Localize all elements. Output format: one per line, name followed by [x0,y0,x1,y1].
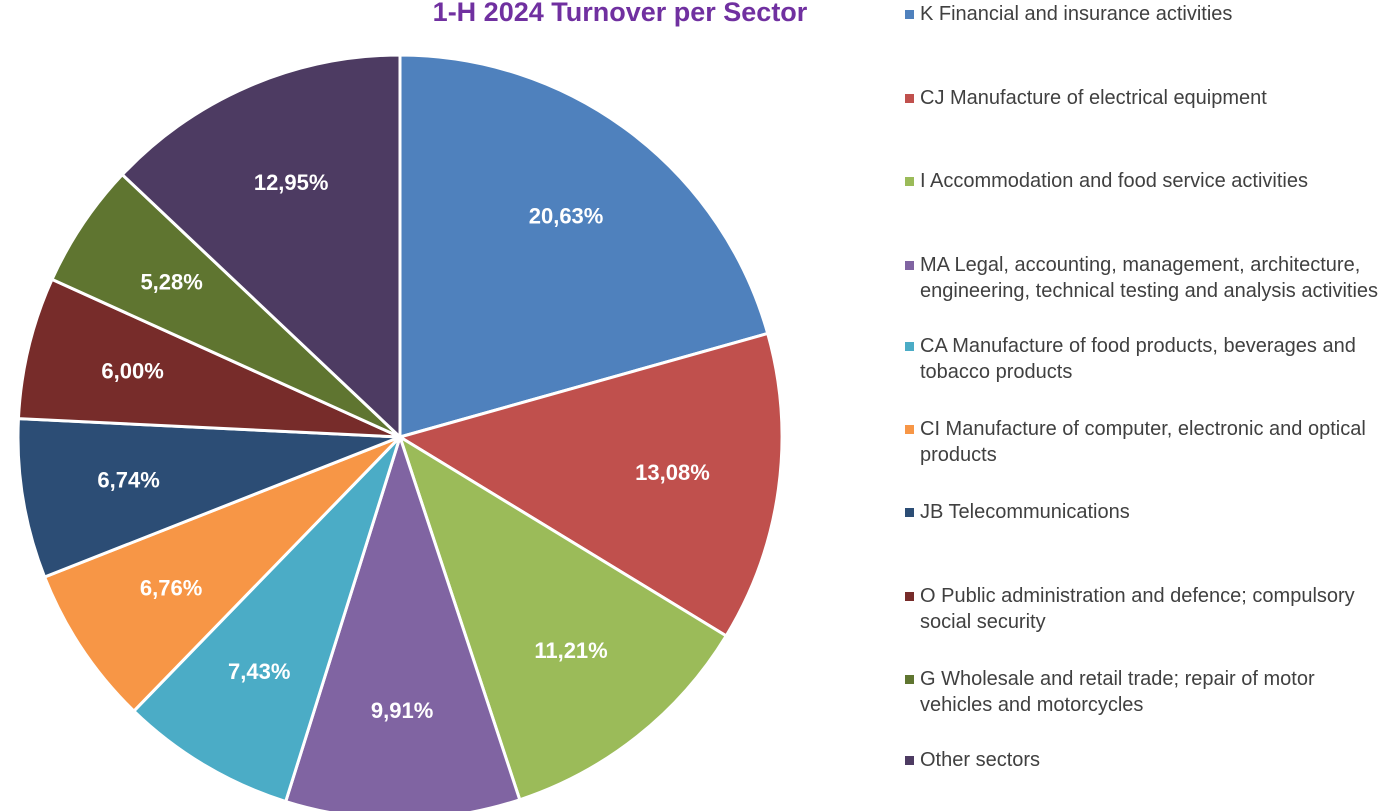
legend-label: G Wholesale and retail trade; repair of … [920,668,1315,716]
legend-label: O Public administration and defence; com… [920,585,1355,633]
legend-item: G Wholesale and retail trade; repair of … [905,666,1382,718]
data-label: 9,91% [371,698,433,723]
pie-slice [120,53,402,441]
legend-swatch [905,592,914,601]
legend-item: JB Telecommunications [905,499,1382,525]
legend-swatch [905,425,914,434]
data-label: 6,76% [140,575,202,600]
legend-swatch [905,10,914,19]
legend-item: CI Manufacture of computer, electronic a… [905,416,1382,468]
pie-slice [42,435,402,714]
legend-item: CA Manufacture of food products, beverag… [905,333,1382,385]
legend-label: I Accommodation and food service activit… [920,170,1308,192]
data-label: 20,63% [529,204,604,229]
data-label: 6,74% [97,468,159,493]
legend-label: CA Manufacture of food products, beverag… [920,335,1356,383]
pie-slice [398,53,770,439]
legend-label: K Financial and insurance activities [920,3,1233,25]
data-label: 11,21% [534,638,607,663]
legend-item: CJ Manufacture of electrical equipment [905,85,1382,111]
legend-swatch [905,508,914,517]
pie-slice [283,432,522,811]
legend-swatch [905,94,914,103]
data-label: 12,95% [254,170,329,195]
data-label: 6,00% [101,358,163,383]
pie-slice [397,433,729,802]
data-label: 7,43% [228,659,290,684]
legend-label: JB Telecommunications [920,501,1130,523]
legend-swatch [905,342,914,351]
data-label: 5,28% [140,270,202,295]
legend-item: Other sectors [905,747,1382,773]
legend-swatch [905,675,914,684]
chart-title: 1-H 2024 Turnover per Sector [433,0,808,27]
pie-slice [16,417,401,579]
pie-slice [131,435,402,804]
legend-item: I Accommodation and food service activit… [905,168,1382,194]
legend-item: MA Legal, accounting, management, archit… [905,252,1382,304]
legend-swatch [905,261,914,270]
data-label: 13,08% [635,460,710,485]
pie-slice [16,277,401,439]
legend-swatch [905,756,914,765]
legend-label: CI Manufacture of computer, electronic a… [920,418,1366,466]
pie-slice [396,331,784,638]
legend-item: K Financial and insurance activities [905,1,1382,27]
legend-label: CJ Manufacture of electrical equipment [920,87,1267,109]
legend-item: O Public administration and defence; com… [905,583,1382,635]
legend-swatch [905,177,914,186]
legend-label: Other sectors [920,749,1041,771]
legend-label: MA Legal, accounting, management, archit… [920,254,1379,302]
